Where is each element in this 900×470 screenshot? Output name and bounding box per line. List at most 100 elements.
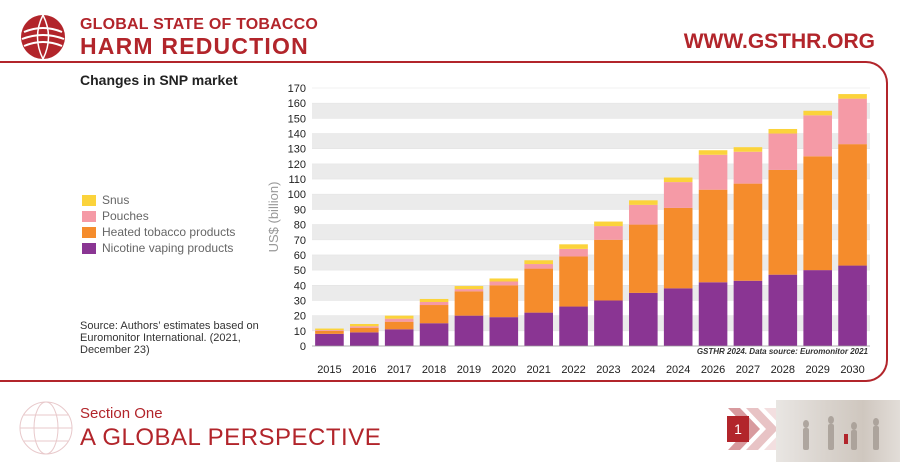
grid-band (312, 254, 870, 271)
content-frame (10, 61, 888, 382)
x-tick-label: 2017 (387, 364, 411, 376)
y-tick-label: 150 (288, 113, 306, 125)
bar-segment-pouches (768, 133, 798, 170)
grid-band (312, 103, 870, 119)
section-title: A GLOBAL PERSPECTIVE (80, 424, 382, 451)
bar-segment-pouches (733, 151, 763, 184)
bar-segment-snus (768, 128, 798, 134)
x-tick-label: 2019 (457, 364, 481, 376)
legend-swatch-snus (82, 194, 96, 206)
bar-segment-heated-tobacco-products (594, 239, 623, 301)
bar-segment-snus (524, 260, 553, 265)
bar-segment-pouches (524, 264, 553, 269)
bar-segment-pouches (384, 318, 414, 322)
legend-item-snus: Snus (82, 192, 235, 208)
x-tick-label: 2015 (317, 364, 341, 376)
bar-segment-heated-tobacco-products (663, 207, 693, 289)
bar-segment-heated-tobacco-products (768, 169, 798, 275)
y-tick-label: 70 (294, 235, 306, 247)
y-tick-label: 10 (294, 326, 306, 338)
bar-segment-snus (384, 315, 414, 319)
source-note: Source: Authors’ estimates based on Euro… (80, 320, 259, 356)
legend-swatch-nicotine-vaping (82, 242, 96, 254)
x-tick-label: 2023 (596, 364, 620, 376)
bar-segment-pouches (698, 154, 728, 190)
bar-segment-snus (489, 278, 519, 282)
bar-segment-pouches (315, 330, 344, 331)
bar-segment-heated-tobacco-products (559, 256, 588, 307)
data-source-watermark: GSTHR 2024. Data source: Euromonitor 202… (697, 347, 869, 356)
y-tick-label: 140 (288, 129, 306, 141)
bar-segment-pouches (803, 115, 832, 157)
x-tick-label: 2028 (771, 364, 795, 376)
y-tick-label: 170 (288, 83, 306, 95)
website-link[interactable]: WWW.GSTHR.ORG (683, 30, 875, 53)
x-tick-label: 2018 (422, 364, 446, 376)
bar-segment-heated-tobacco-products (419, 305, 449, 324)
bar-segment-nicotine-vaping-products (315, 333, 344, 346)
bar-segment-heated-tobacco-products (803, 156, 832, 271)
y-tick-label: 60 (294, 250, 306, 262)
bar-segment-snus (559, 244, 588, 249)
bar-segment-heated-tobacco-products (454, 291, 484, 316)
x-tick-label: 2024 (666, 364, 690, 376)
x-tick-label: 2016 (352, 364, 376, 376)
grid-band (312, 163, 870, 180)
bar-segment-snus (733, 147, 763, 152)
bar-segment-snus (663, 177, 693, 183)
bar-segment-nicotine-vaping-products (698, 282, 728, 346)
bar-segment-nicotine-vaping-products (454, 315, 484, 346)
chart-title: Changes in SNP market (80, 72, 238, 88)
section-number-badge: 1 (727, 416, 749, 442)
brand-line-1: GLOBAL STATE OF TOBACCO (80, 16, 319, 33)
grid-band (312, 224, 870, 240)
frame-bottom-line (0, 380, 20, 382)
x-tick-label: 2029 (805, 364, 829, 376)
x-tick-label: 2027 (736, 364, 760, 376)
y-tick-label: 0 (300, 341, 306, 353)
x-tick-label: 2021 (526, 364, 550, 376)
bar-segment-snus (838, 94, 867, 99)
bar-segment-nicotine-vaping-products (384, 329, 414, 346)
dotted-globe-icon (19, 401, 73, 455)
x-tick-label: 2026 (701, 364, 725, 376)
bar-segment-pouches (629, 204, 658, 225)
legend-label-pouches: Pouches (102, 209, 149, 223)
legend-item-nicotine-vaping: Nicotine vaping products (82, 240, 235, 256)
globe-logo-icon (21, 14, 65, 60)
header: GLOBAL STATE OF TOBACCO HARM REDUCTION W… (0, 0, 900, 70)
bar-segment-nicotine-vaping-products (489, 317, 519, 346)
bar-segment-snus (803, 110, 832, 116)
bar-segment-snus (454, 286, 484, 290)
legend-swatch-pouches (82, 210, 96, 222)
crowd-silhouettes-icon (803, 416, 879, 450)
y-tick-label: 40 (294, 280, 306, 292)
bar-segment-snus (419, 298, 449, 302)
bar-segment-pouches (489, 281, 519, 286)
bar-segment-nicotine-vaping-products (524, 312, 553, 346)
y-tick-label: 100 (288, 189, 306, 201)
bar-segment-heated-tobacco-products (838, 144, 867, 266)
bar-segment-pouches (594, 226, 623, 240)
stacked-bar-chart: 0102030405060708090100110120130140150160… (266, 83, 870, 376)
legend-label-nicotine-vaping: Nicotine vaping products (102, 241, 234, 255)
legend-swatch-heated-tobacco (82, 226, 96, 238)
bar-segment-nicotine-vaping-products (663, 288, 693, 346)
y-axis-label: US$ (billion) (266, 182, 281, 253)
legend-item-heated-tobacco: Heated tobacco products (82, 224, 235, 240)
bar-segment-heated-tobacco-products (524, 268, 553, 313)
x-tick-label: 2024 (631, 364, 655, 376)
bar-segment-pouches (454, 289, 484, 292)
brand-line-2: HARM REDUCTION (80, 33, 309, 59)
bar-segment-pouches (838, 98, 867, 145)
bar-segment-nicotine-vaping-products (803, 270, 832, 346)
y-tick-label: 90 (294, 204, 306, 216)
y-tick-label: 30 (294, 295, 306, 307)
chart-legend: Snus Pouches Heated tobacco products Nic… (82, 192, 235, 256)
bar-segment-pouches (559, 248, 588, 257)
grid-band (312, 133, 870, 149)
bar-segment-heated-tobacco-products (489, 285, 519, 318)
y-tick-label: 20 (294, 311, 306, 323)
bar-segment-heated-tobacco-products (350, 327, 379, 333)
bar-segment-pouches (663, 182, 693, 208)
